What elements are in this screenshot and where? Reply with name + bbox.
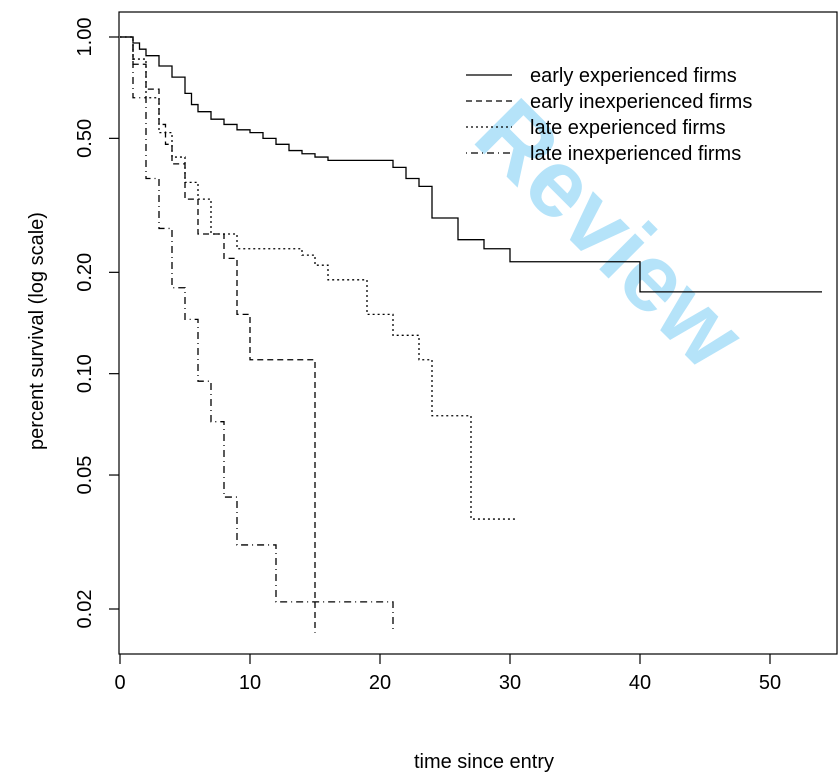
legend: early experienced firms early inexperienc… [466, 65, 752, 165]
legend-label-4: late inexperienced firms [530, 143, 741, 165]
legend-label-3: late experienced firms [530, 117, 726, 139]
y-tick-label: 0.05 [74, 456, 96, 495]
y-tick-label: 0.50 [74, 119, 96, 158]
x-tick-label: 0 [114, 672, 125, 694]
x-tick-label: 10 [239, 672, 261, 694]
series-line-4 [120, 36, 394, 633]
series-group [120, 36, 822, 633]
y-tick-label: 0.10 [74, 354, 96, 393]
series-line-1 [120, 36, 822, 293]
y-tick-label: 0.02 [74, 590, 96, 629]
series-line-3 [120, 36, 517, 520]
y-tick-label: 1.00 [74, 18, 96, 57]
y-axis-title: percent survival (log scale) [26, 212, 48, 450]
legend-label-1: early experienced firms [530, 65, 737, 87]
plot-frame [118, 11, 838, 655]
x-axis: 0 10 20 30 40 50 [114, 654, 781, 694]
y-tick-label: 0.20 [74, 253, 96, 292]
x-axis-title: time since entry [414, 751, 554, 773]
series-line-2 [120, 36, 316, 633]
x-tick-label: 20 [369, 672, 391, 694]
x-tick-label: 50 [759, 672, 781, 694]
x-tick-label: 40 [629, 672, 651, 694]
legend-label-2: early inexperienced firms [530, 91, 752, 113]
y-axis: 0.02 0.05 0.10 0.20 0.50 1.00 [74, 18, 119, 629]
x-tick-label: 30 [499, 672, 521, 694]
